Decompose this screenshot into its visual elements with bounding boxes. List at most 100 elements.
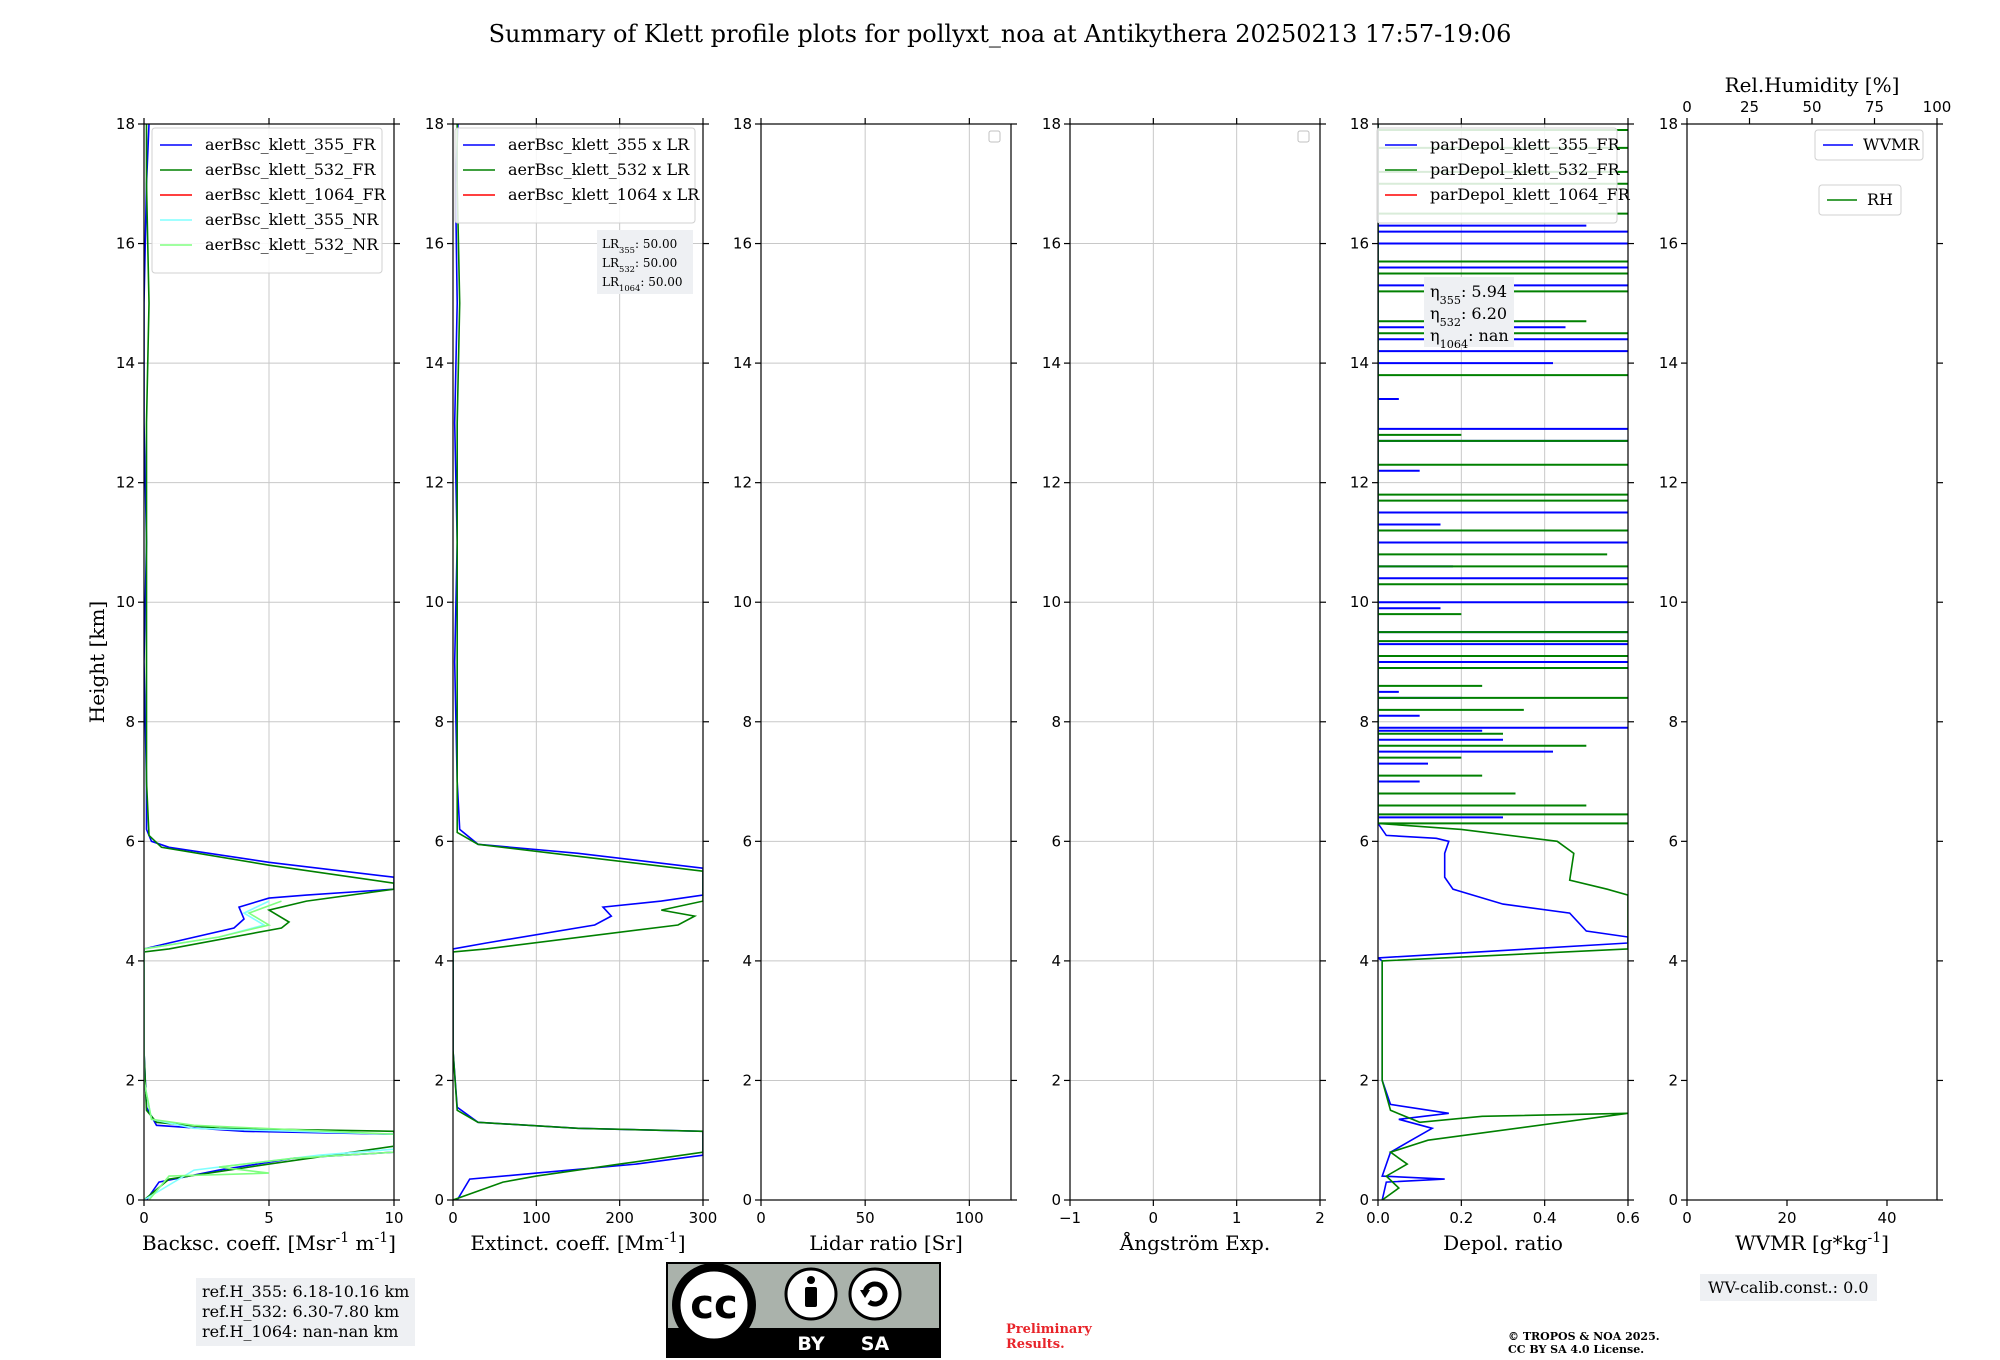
legend-frame [1814,129,1924,161]
y-tick-label: 14 [1659,354,1678,372]
legend: aerBsc_klett_355_FR aerBsc_klett_532_FRae… [151,127,387,274]
y-tick-label: 4 [1051,952,1061,970]
legend-label: aerBsc_klett_532_NR [205,235,379,254]
y-tick-label: 10 [1350,593,1369,611]
copyright-line-1: © TROPOS & NOA 2025. [1508,1330,1660,1343]
x-tick-label: 5 [264,1209,274,1227]
y-tick-label: 4 [434,952,444,970]
y-tick-label: 4 [125,952,135,970]
y-tick-label: 0 [434,1191,444,1209]
y-tick-label: 18 [116,115,135,133]
y-tick-label: 10 [733,593,752,611]
axes-frame [452,123,704,1201]
y-tick-label: 2 [125,1071,135,1089]
y-tick-label: 8 [1359,713,1369,731]
sa-label: SA [861,1333,890,1355]
y-tick-label: 2 [742,1071,752,1089]
y-tick-label: 4 [742,952,752,970]
x-tick-label: 0.0 [1366,1209,1390,1227]
y-tick-label: 8 [742,713,752,731]
series-line-aerBsc_klett_355_FR [144,124,394,1200]
y-tick-label: 12 [1659,474,1678,492]
y-tick-label: 8 [1668,713,1678,731]
y-tick-label: 8 [434,713,444,731]
top-x-axis-label: Rel.Humidity [%] [1725,73,1900,97]
y-tick-label: 12 [1042,474,1061,492]
top-x-tick-label: 25 [1740,98,1759,116]
ref-line-355: ref.H_355: 6.18-10.16 km [202,1282,410,1301]
legend-label: aerBsc_klett_355_FR [205,135,376,154]
y-tick-label: 6 [1668,832,1678,850]
y-tick-label: 18 [1659,115,1678,133]
legend-label: aerBsc_klett_355_NR [205,210,379,229]
legend-label: aerBsc_klett_355 x LR [508,135,690,154]
y-tick-label: 0 [125,1191,135,1209]
x-tick-label: 0.2 [1449,1209,1473,1227]
x-tick-label: 0 [756,1209,766,1227]
legend-label: aerBsc_klett_1064_FR [205,185,387,204]
x-tick-label: 300 [689,1209,718,1227]
x-tick-label: 200 [605,1209,634,1227]
x-tick-label: 1 [1232,1209,1242,1227]
axes-frame [1069,123,1321,1201]
y-tick-label: 10 [425,593,444,611]
x-tick-label: 0 [1149,1209,1159,1227]
y-tick-label: 16 [1350,235,1369,253]
y-tick-label: 14 [116,354,135,372]
y-tick-label: 2 [1051,1071,1061,1089]
x-axis-label: Depol. ratio [1443,1231,1563,1255]
top-x-tick-label: 50 [1802,98,1821,116]
x-tick-label: −1 [1059,1209,1081,1227]
series-line-parDepol_klett_532_FR [1378,124,1628,1200]
figure-title: Summary of Klett profile plots for polly… [488,20,1512,48]
x-tick-label: 50 [856,1209,875,1227]
cc-icon-text: cc [690,1282,737,1328]
y-tick-label: 18 [733,115,752,133]
y-tick-label: 10 [116,593,135,611]
axes-frame [760,123,1012,1201]
annotation-text: η355: 5.94 [1430,282,1507,307]
y-tick-label: 6 [742,832,752,850]
legend-label: parDepol_klett_532_FR [1430,160,1621,179]
y-tick-label: 12 [733,474,752,492]
y-tick-label: 14 [1350,354,1369,372]
legend-label: aerBsc_klett_532 x LR [508,160,690,179]
series-line-aerBsc_klett_355 x LR [453,124,703,1200]
x-tick-label: 0 [1682,1209,1692,1227]
axes-frame [1686,123,1938,1201]
annotation-bg [597,230,693,294]
y-tick-label: 4 [1668,952,1678,970]
y-tick-label: 14 [733,354,752,372]
ref-line-532: ref.H_532: 6.30-7.80 km [202,1302,400,1321]
series-line-aerBsc_klett_532 x LR [453,124,703,1200]
y-tick-label: 18 [425,115,444,133]
legend-frame [1376,127,1618,224]
y-tick-label: 0 [742,1191,752,1209]
annotation-text: LR1064: 50.00 [602,275,683,293]
x-tick-label: 10 [384,1209,403,1227]
legend-frame [151,127,383,274]
panel-5: 0 2 4 6 8 10 12 14 16 18 0.0 0.2 0.4 0.6 Depol. ratio p… [1350,115,1640,1255]
x-tick-label: 0.6 [1616,1209,1640,1227]
y-tick-label: 18 [1042,115,1061,133]
reference-height-box: ref.H_355: 6.18-10.16 km ref.H_532: 6.30… [196,1278,416,1346]
y-tick-label: 16 [1042,235,1061,253]
sa-icon-arc [862,1281,888,1307]
x-tick-label: 2 [1315,1209,1325,1227]
y-tick-label: 16 [425,235,444,253]
x-tick-label: 0 [448,1209,458,1227]
y-tick-label: 14 [1042,354,1061,372]
x-axis-label: Backsc. coeff. [Msr-1 m-1] [142,1230,396,1255]
y-tick-label: 2 [434,1071,444,1089]
y-tick-label: 10 [1659,593,1678,611]
legend-label: aerBsc_klett_532_FR [205,160,376,179]
y-axis-label: Height [km] [85,601,109,723]
by-label: BY [797,1333,824,1355]
cc-by-sa-badge: cc BY SA [666,1262,941,1358]
panel-3: 0 2 4 6 8 10 12 14 16 18 0 50 100 Lidar ratio [Sr] [733,115,1017,1255]
sa-icon [848,1267,902,1321]
x-tick-label: 0 [139,1209,149,1227]
legend-frame [454,127,696,224]
y-tick-label: 0 [1051,1191,1061,1209]
